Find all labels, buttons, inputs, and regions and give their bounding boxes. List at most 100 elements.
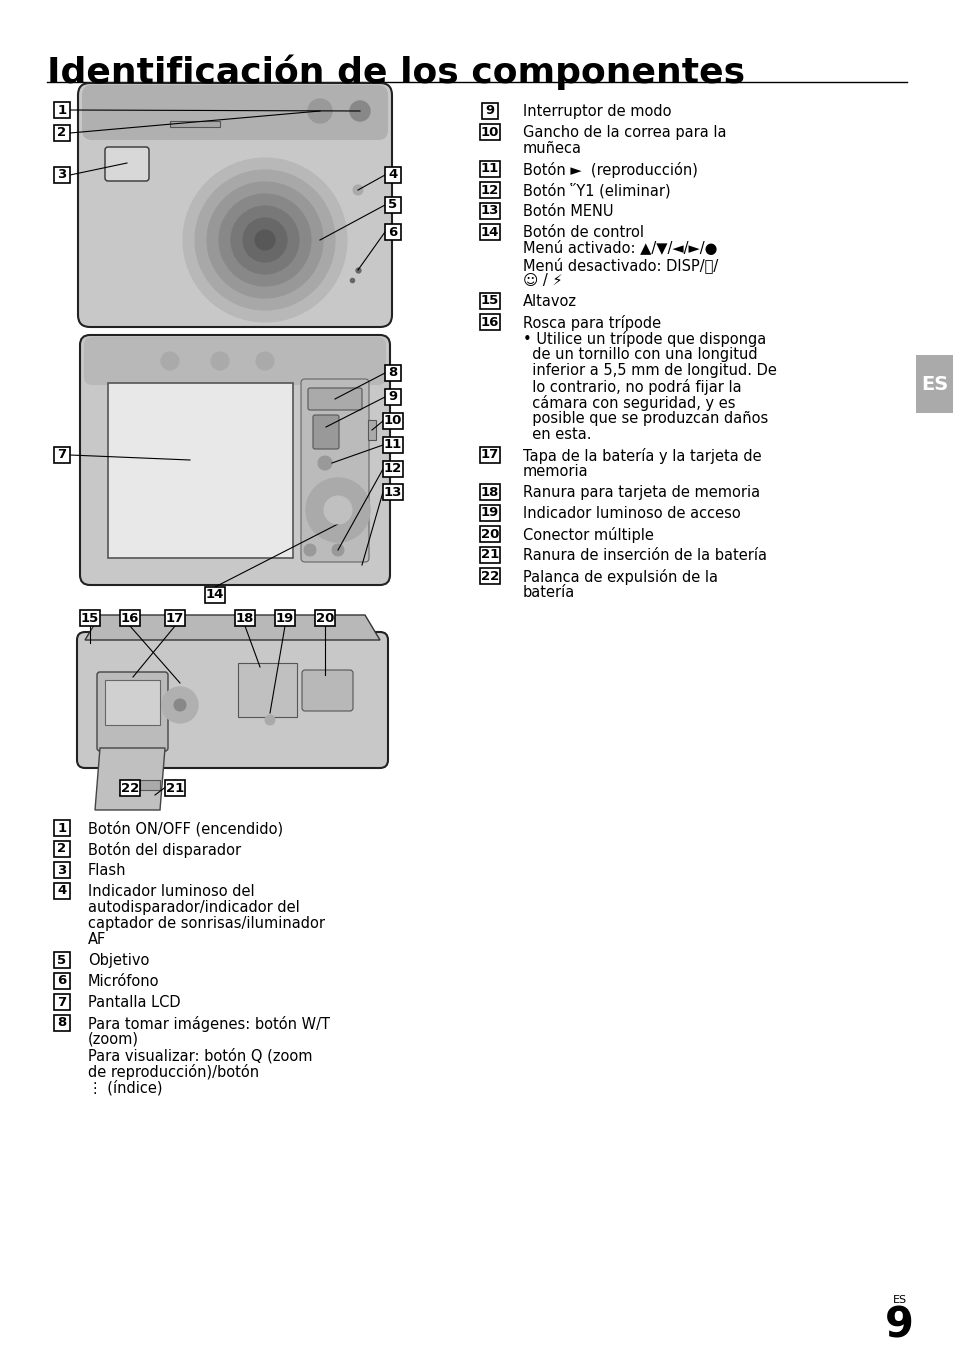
Text: 7: 7 bbox=[57, 448, 67, 461]
Text: cámara con seguridad, y es: cámara con seguridad, y es bbox=[522, 395, 735, 412]
Text: ES: ES bbox=[892, 1295, 906, 1305]
FancyBboxPatch shape bbox=[237, 663, 296, 717]
Circle shape bbox=[306, 477, 370, 542]
Text: 20: 20 bbox=[315, 612, 334, 624]
Text: ES: ES bbox=[921, 374, 947, 394]
Text: Identificación de los componentes: Identificación de los componentes bbox=[47, 55, 744, 90]
Text: 14: 14 bbox=[206, 589, 224, 601]
Text: 13: 13 bbox=[480, 204, 498, 218]
Text: Pantalla LCD: Pantalla LCD bbox=[88, 995, 180, 1010]
FancyBboxPatch shape bbox=[84, 338, 386, 385]
Text: 15: 15 bbox=[81, 612, 99, 624]
Text: lo contrario, no podrá fijar la: lo contrario, no podrá fijar la bbox=[522, 379, 740, 395]
Circle shape bbox=[207, 182, 323, 299]
Bar bbox=[170, 121, 220, 126]
Bar bbox=[205, 586, 225, 603]
Text: Tapa de la batería y la tarjeta de: Tapa de la batería y la tarjeta de bbox=[522, 448, 760, 464]
Circle shape bbox=[332, 543, 344, 555]
Text: 10: 10 bbox=[383, 414, 402, 428]
Bar bbox=[385, 225, 400, 239]
Text: 9: 9 bbox=[884, 1305, 913, 1345]
Text: 15: 15 bbox=[480, 295, 498, 308]
Text: 1: 1 bbox=[57, 822, 67, 834]
Text: autodisparador/indicador del: autodisparador/indicador del bbox=[88, 900, 299, 915]
Bar bbox=[54, 447, 70, 463]
Bar bbox=[479, 568, 499, 584]
Text: 3: 3 bbox=[57, 168, 67, 182]
Text: 9: 9 bbox=[388, 390, 397, 403]
Bar bbox=[165, 611, 185, 625]
Text: Menú desactivado: DISP/ඞ/: Menú desactivado: DISP/ඞ/ bbox=[522, 257, 718, 273]
Text: Botón MENU: Botón MENU bbox=[522, 204, 613, 219]
Text: ⋮ (índice): ⋮ (índice) bbox=[88, 1080, 162, 1095]
FancyBboxPatch shape bbox=[108, 383, 293, 558]
Text: Botón Ὕ1 (eliminar): Botón Ὕ1 (eliminar) bbox=[522, 183, 670, 199]
Text: 11: 11 bbox=[383, 438, 402, 452]
Text: 14: 14 bbox=[480, 226, 498, 238]
Circle shape bbox=[162, 687, 198, 724]
Bar bbox=[54, 841, 70, 857]
Bar bbox=[314, 611, 335, 625]
FancyBboxPatch shape bbox=[77, 632, 388, 768]
Bar bbox=[54, 1015, 70, 1032]
Polygon shape bbox=[95, 748, 165, 810]
Text: Ranura para tarjeta de memoria: Ranura para tarjeta de memoria bbox=[522, 486, 760, 500]
Bar bbox=[165, 780, 185, 796]
Circle shape bbox=[317, 456, 332, 469]
Circle shape bbox=[243, 218, 287, 262]
Bar bbox=[479, 504, 499, 521]
Text: 22: 22 bbox=[480, 569, 498, 582]
Text: 4: 4 bbox=[388, 168, 397, 182]
Text: 2: 2 bbox=[57, 126, 67, 140]
FancyBboxPatch shape bbox=[105, 147, 149, 182]
Bar bbox=[274, 611, 294, 625]
Text: Interruptor de modo: Interruptor de modo bbox=[522, 104, 671, 118]
Bar bbox=[915, 355, 953, 413]
Text: Palanca de expulsión de la: Palanca de expulsión de la bbox=[522, 569, 718, 585]
Circle shape bbox=[254, 230, 274, 250]
Text: Botón ON/OFF (encendido): Botón ON/OFF (encendido) bbox=[88, 820, 283, 837]
Text: 17: 17 bbox=[166, 612, 184, 624]
Text: 4: 4 bbox=[57, 885, 67, 897]
Bar bbox=[382, 437, 402, 453]
Bar bbox=[382, 413, 402, 429]
Text: ☺ / ⚡: ☺ / ⚡ bbox=[522, 273, 562, 288]
Bar bbox=[385, 167, 400, 183]
Text: 13: 13 bbox=[383, 486, 402, 499]
Text: (zoom): (zoom) bbox=[88, 1032, 139, 1046]
Text: 8: 8 bbox=[388, 366, 397, 379]
Bar bbox=[479, 124, 499, 140]
Text: Botón del disparador: Botón del disparador bbox=[88, 842, 241, 858]
Circle shape bbox=[324, 496, 352, 525]
FancyBboxPatch shape bbox=[78, 83, 392, 327]
Text: de un tornillo con una longitud: de un tornillo con una longitud bbox=[522, 347, 757, 362]
Bar bbox=[382, 461, 402, 477]
Text: 10: 10 bbox=[480, 125, 498, 139]
Text: memoria: memoria bbox=[522, 464, 588, 479]
Text: 2: 2 bbox=[57, 842, 67, 855]
Circle shape bbox=[161, 352, 179, 370]
Circle shape bbox=[350, 101, 370, 121]
Bar bbox=[479, 182, 499, 198]
Bar bbox=[385, 389, 400, 405]
Bar bbox=[54, 125, 70, 141]
Circle shape bbox=[194, 169, 335, 309]
Bar bbox=[479, 313, 499, 330]
Bar bbox=[54, 102, 70, 118]
Bar bbox=[382, 484, 402, 500]
Bar bbox=[479, 161, 499, 178]
Circle shape bbox=[173, 699, 186, 712]
Bar bbox=[479, 225, 499, 239]
Text: de reproducción)/botón: de reproducción)/botón bbox=[88, 1064, 259, 1080]
Polygon shape bbox=[85, 615, 379, 640]
Text: 21: 21 bbox=[480, 549, 498, 561]
Text: posible que se produzcan daños: posible que se produzcan daños bbox=[522, 412, 767, 426]
Text: 17: 17 bbox=[480, 448, 498, 461]
Text: 12: 12 bbox=[480, 183, 498, 196]
Text: Botón ►  (reproducción): Botón ► (reproducción) bbox=[522, 161, 698, 178]
FancyBboxPatch shape bbox=[82, 85, 388, 140]
Text: Menú activado: ▲/▼/◄/►/●: Menú activado: ▲/▼/◄/►/● bbox=[522, 241, 717, 256]
Circle shape bbox=[304, 543, 315, 555]
Text: Altavoz: Altavoz bbox=[522, 295, 577, 309]
Text: Para tomar imágenes: botón W/T: Para tomar imágenes: botón W/T bbox=[88, 1015, 330, 1032]
